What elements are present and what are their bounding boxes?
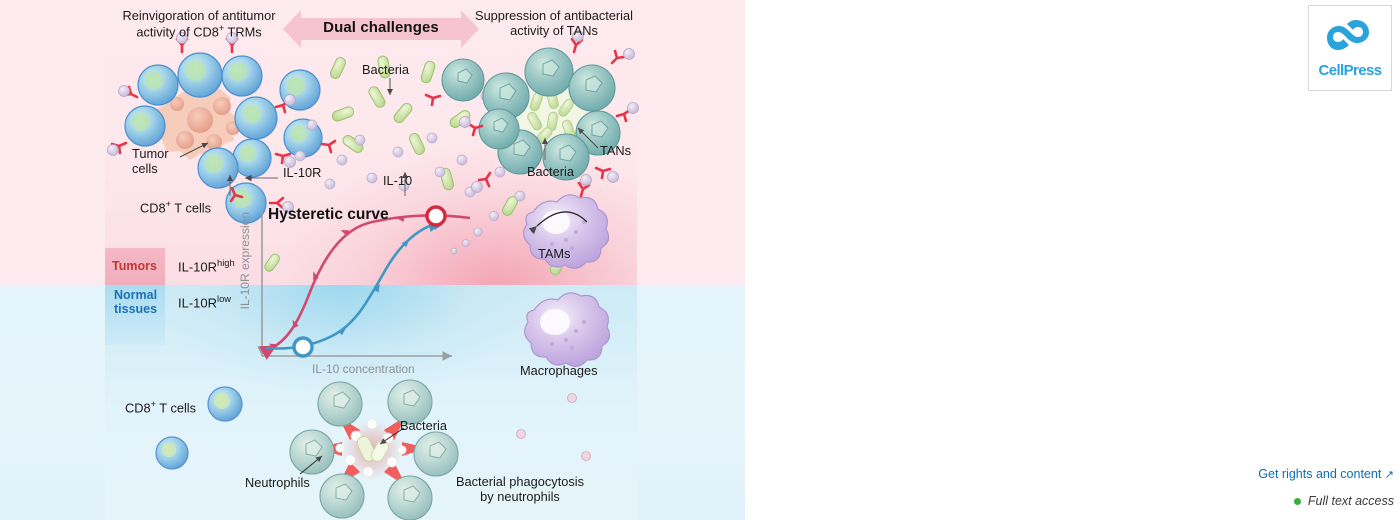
label-bacteria-tans: Bacteria: [527, 164, 574, 179]
cd8-t-cell-group-tumor: [124, 52, 323, 224]
tan-rosette: [441, 47, 621, 181]
label-il10: IL-10: [383, 173, 413, 188]
get-rights-and-content-link[interactable]: Get rights and content ↗: [1258, 467, 1394, 481]
macrophage-cell: [524, 292, 611, 367]
key-tumors-value: IL-10Rhigh: [178, 258, 235, 275]
plot-x-axis-label: IL-10 concentration: [312, 362, 415, 376]
label-tans: TANs: [600, 143, 632, 158]
plot-point-low: [292, 336, 314, 358]
label-bacteria-phago: Bacteria: [400, 418, 447, 433]
tam-cell: [523, 194, 610, 269]
cellpress-logo[interactable]: CellPress: [1308, 5, 1392, 91]
article-meta-pane: Cell CellPress Available online 3 March …: [745, 0, 1400, 520]
red-branch-arrowheads: [268, 216, 405, 350]
arrow-right-icon: [461, 10, 479, 48]
free-bacteria-group: [264, 55, 576, 276]
label-cd8-t-cells-top: CD8+ T cells: [140, 199, 212, 216]
tumor-key-strip: [105, 248, 165, 285]
label-cd8-t-cells-bottom: CD8+ T cells: [125, 399, 197, 416]
pink-dots: [516, 393, 591, 461]
blue-branch-arrowheads: [299, 224, 442, 356]
key-normal-label: Normal tissues: [114, 288, 158, 317]
label-il10r: IL-10R: [283, 165, 322, 180]
graphical-abstract-pane[interactable]: Dual challenges Reinvigoration of antitu…: [0, 0, 745, 520]
normal-key-strip: [105, 285, 165, 345]
label-bacteria-top: Bacteria: [362, 62, 409, 77]
key-normal-value: IL-10Rlow: [178, 294, 232, 311]
external-link-icon: ↗: [1384, 469, 1394, 481]
banner-label: Dual challenges: [323, 19, 439, 36]
label-phagocytosis: Bacterial phagocytosis by neutrophils: [455, 474, 585, 504]
plot-point-high: [425, 205, 447, 227]
label-tumor-cells: Tumor cells: [132, 146, 169, 176]
label-suppression: Suppression of antibacterial activity of …: [475, 8, 633, 39]
full-text-access-label: Full text access: [1307, 494, 1394, 508]
cellpress-logo-text: CellPress: [1318, 62, 1383, 79]
label-neutrophils: Neutrophils: [245, 475, 310, 490]
dual-challenges-banner: Dual challenges: [283, 10, 479, 48]
full-text-access-badge: Full text access: [1293, 494, 1394, 508]
neutrophil-phagocytosis: [289, 379, 459, 520]
cd8-t-cell-group-normal: [155, 386, 243, 470]
get-rights-label: Get rights and content: [1258, 467, 1382, 481]
key-tumors-label: Tumors: [112, 259, 157, 273]
cellpress-mark-icon: [1327, 20, 1369, 50]
abstract-artwork: [107, 30, 639, 520]
plot-y-axis-label: IL-10R expression: [238, 212, 252, 310]
label-reinvigoration: Reinvigoration of antitumor activity of C…: [122, 8, 276, 40]
hysteretic-curve-plot: [257, 205, 471, 361]
label-tams: TAMs: [538, 246, 571, 261]
label-macrophages: Macrophages: [520, 363, 598, 378]
access-status-dot-icon: [1293, 497, 1301, 505]
il10-bound-dots-tan: [459, 30, 639, 193]
banner-bar: [299, 18, 463, 40]
hysteretic-curve-title: Hysteretic curve: [268, 206, 389, 223]
il10-bound-dots: [107, 32, 296, 213]
arrow-left-icon: [283, 10, 301, 48]
